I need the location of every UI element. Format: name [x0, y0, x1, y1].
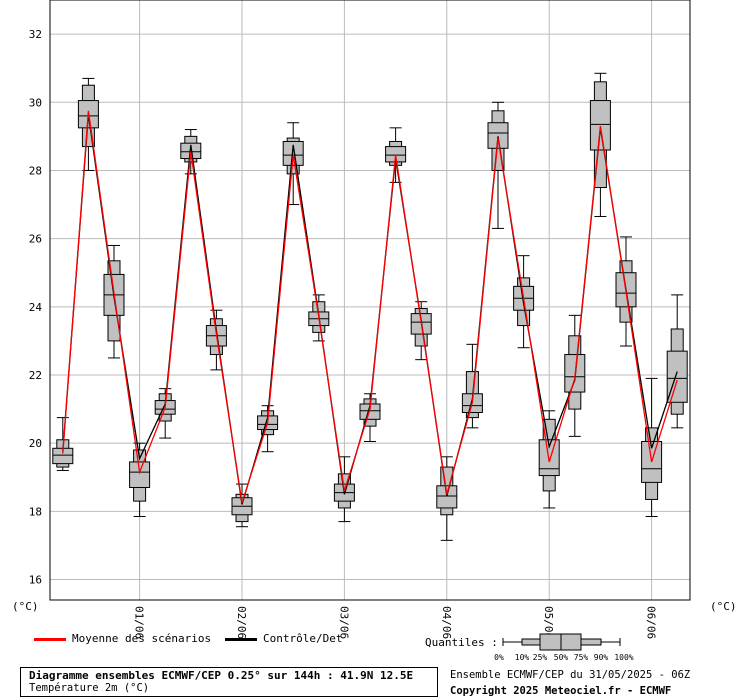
quantile-tick-label: 90% — [594, 653, 609, 660]
box-p25-p75 — [129, 461, 151, 489]
series-lines — [62, 110, 678, 505]
legend-mean: Moyenne des scénarios — [34, 632, 211, 645]
quantile-tick-label: 25% — [533, 653, 548, 660]
quantile-tick-label: 10% — [515, 653, 530, 660]
legend-mean-label: Moyenne des scénarios — [72, 632, 212, 645]
boxplot — [359, 393, 381, 442]
box-p25-p75 — [589, 100, 611, 151]
boxplot — [154, 388, 176, 439]
boxplot — [666, 294, 688, 429]
x-tick-label: 05/06 — [542, 606, 555, 639]
y-tick-label: 32 — [29, 28, 42, 41]
y-tick-label: 18 — [29, 505, 42, 518]
box-p25-p75 — [282, 140, 304, 166]
boxplot — [52, 417, 74, 471]
series-line — [62, 114, 678, 505]
y-tick-label: 28 — [29, 164, 42, 177]
legend-mean-swatch — [34, 637, 66, 641]
legend-control-swatch — [225, 637, 257, 641]
x-tick-label: 02/06 — [235, 606, 248, 639]
boxplot — [231, 483, 253, 528]
title-box: Diagramme ensembles ECMWF/CEP 0.25° sur … — [20, 667, 438, 697]
boxplot — [436, 456, 458, 541]
boxplot — [385, 127, 407, 183]
y-tick-label: 30 — [29, 96, 42, 109]
y-axis-ticks: 16 18 20 22 24 26 28 30 32 — [29, 28, 43, 586]
y-tick-label: 26 — [29, 233, 42, 246]
quantile-legend-graphic — [502, 633, 621, 651]
y-tick-label: 24 — [29, 301, 43, 314]
quantile-tick-label: 75% — [574, 653, 589, 660]
quantile-tick-label: 100% — [614, 653, 633, 660]
boxplot — [410, 301, 432, 361]
x-axis-ticks: 01/06 02/06 03/06 04/06 05/06 06/06 — [133, 606, 658, 639]
x-tick-label: 04/06 — [440, 606, 453, 639]
x-tick-label: 03/06 — [337, 606, 350, 639]
box-p25-p75 — [538, 439, 560, 477]
legend-quantiles-label: Quantiles : — [425, 636, 498, 649]
boxplot — [205, 309, 227, 371]
boxplot — [461, 343, 483, 429]
x-tick-label: 06/06 — [645, 606, 658, 639]
quantile-tick-label: 50% — [554, 653, 569, 660]
y-tick-label: 20 — [29, 437, 42, 450]
quantile-tick-labels: 0% 10% 25% 50% 75% 90% 100% — [494, 653, 634, 660]
box-p25-p75 — [666, 350, 688, 403]
series-line — [62, 110, 678, 503]
y-unit-left: (°C) — [12, 600, 39, 613]
box-p25-p75 — [487, 122, 509, 149]
plot-frame — [49, 0, 691, 601]
run-info: Ensemble ECMWF/CEP du 31/05/2025 - 06Z — [450, 669, 691, 681]
y-tick-label: 16 — [29, 574, 42, 587]
box-p25-p75 — [436, 485, 458, 509]
copyright: Copyright 2025 Meteociel.fr - ECMWF — [450, 685, 672, 697]
chart-title: Diagramme ensembles ECMWF/CEP 0.25° sur … — [29, 669, 414, 682]
chart-subtitle: Température 2m (°C) — [29, 682, 150, 694]
x-tick-label: 01/06 — [133, 606, 146, 639]
legend-control: Contrôle/Det — [225, 632, 342, 645]
y-unit-right: (°C) — [710, 600, 737, 613]
legend-control-label: Contrôle/Det — [263, 632, 343, 645]
y-tick-label: 22 — [29, 369, 42, 382]
quantile-tick-label: 0% — [494, 653, 504, 660]
